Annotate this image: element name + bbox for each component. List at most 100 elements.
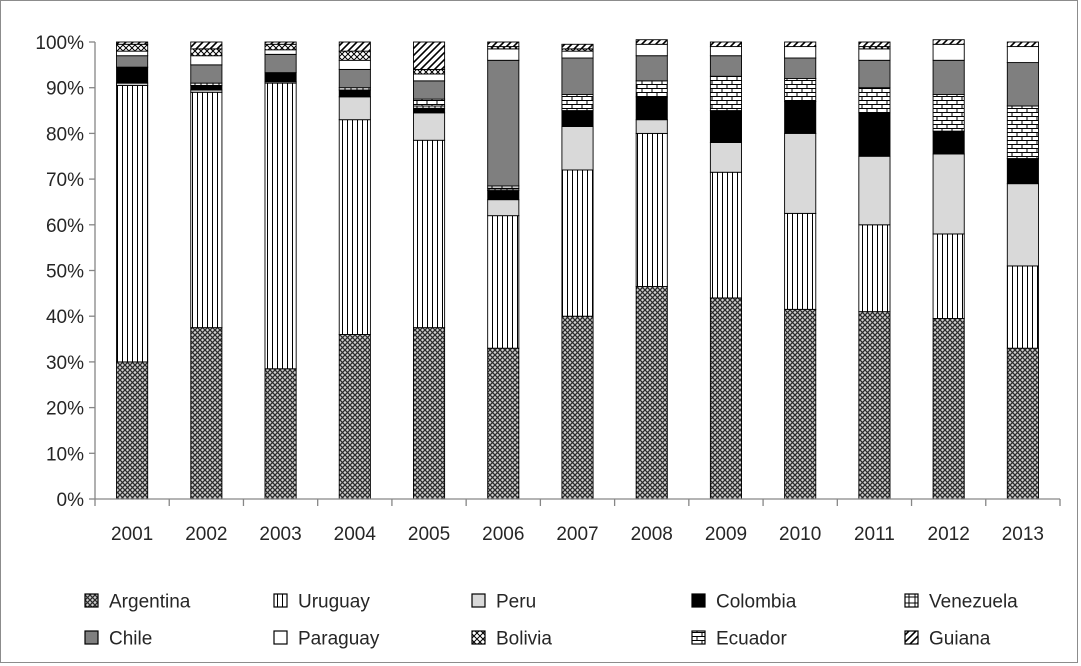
bar-segment-peru-2009 [709, 142, 742, 173]
bar-segment-argentina-2007 [561, 315, 594, 500]
bar-segment-colombia-2005 [413, 107, 446, 114]
bar-stack-2002 [190, 41, 223, 500]
legend-swatch-peru [471, 593, 486, 608]
bar-segment-bolivia-2001 [116, 43, 149, 52]
bar-segment-chile-2012 [932, 59, 965, 96]
bar-segment-bolivia-2003 [264, 43, 297, 51]
x-tick-label-2006: 2006 [482, 524, 524, 545]
legend-label-bolivia: Bolivia [496, 629, 552, 650]
bar-segment-argentina-2006 [487, 347, 520, 500]
y-tick-label-50-: 50% [46, 262, 84, 283]
bar-segment-colombia-2010 [784, 100, 817, 134]
bar-stack-2006 [487, 41, 520, 500]
legend-item-venezuela: Venezuela [904, 592, 1018, 613]
bar-segment-colombia-2006 [487, 190, 520, 201]
x-tick-label-2013: 2013 [1002, 524, 1044, 545]
bar-segment-guiana-2002 [190, 41, 223, 50]
bar-segment-argentina-2008 [635, 286, 668, 500]
bar-segment-guiana-2001 [116, 41, 149, 45]
bar-segment-guiana-2010 [784, 41, 817, 48]
bar-stack-2003 [264, 41, 297, 500]
bar-segment-argentina-2011 [858, 311, 891, 500]
bar-segment-uruguay-2004 [338, 119, 371, 335]
legend-swatch-venezuela [904, 593, 919, 608]
bar-segment-argentina-2005 [413, 327, 446, 500]
bar-segment-bolivia-2005 [413, 68, 446, 75]
bar-segment-chile-2013 [1006, 62, 1039, 107]
legend-swatch-paraguay [273, 630, 288, 645]
bar-segment-argentina-2012 [932, 318, 965, 500]
legend-swatch-colombia [691, 593, 706, 608]
bar-segment-colombia-2009 [709, 110, 742, 143]
bar-stack-2009 [709, 41, 742, 500]
x-tick-label-2009: 2009 [705, 524, 747, 545]
bar-segment-guiana-2011 [858, 41, 891, 48]
bar-segment-ecuador-2008 [635, 80, 668, 98]
legend-label-colombia: Colombia [716, 592, 797, 613]
bar-stack-2005 [413, 41, 446, 500]
y-tick-label-90-: 90% [46, 79, 84, 100]
bar-segment-colombia-2013 [1006, 158, 1039, 185]
legend-swatch-bolivia [471, 630, 486, 645]
bar-segment-chile-2005 [413, 80, 446, 100]
bar-segment-argentina-2002 [190, 327, 223, 500]
bar-segment-paraguay-2012 [932, 43, 965, 61]
bar-segment-uruguay-2013 [1006, 265, 1039, 349]
bar-segment-ecuador-2007 [561, 94, 594, 112]
bar-segment-chile-2010 [784, 57, 817, 80]
bar-segment-uruguay-2006 [487, 215, 520, 349]
bar-stack-2012 [932, 39, 965, 500]
bar-segment-guiana-2004 [338, 41, 371, 52]
y-tick-label-30-: 30% [46, 353, 84, 374]
x-tick-label-2012: 2012 [928, 524, 970, 545]
bar-segment-paraguay-2005 [413, 73, 446, 82]
bar-segment-paraguay-2006 [487, 48, 520, 61]
bar-segment-uruguay-2003 [264, 82, 297, 370]
bar-segment-colombia-2007 [561, 110, 594, 127]
bar-segment-paraguay-2001 [116, 50, 149, 57]
y-tick-label-40-: 40% [46, 307, 84, 328]
legend-swatch-chile [84, 630, 99, 645]
bar-stack-2010 [784, 41, 817, 500]
bar-segment-peru-2004 [338, 96, 371, 121]
bar-segment-guiana-2005 [413, 41, 446, 70]
legend-swatch-argentina [84, 593, 99, 608]
bar-segment-guiana-2012 [932, 39, 965, 45]
bar-stack-2011 [858, 41, 891, 500]
bar-segment-peru-2012 [932, 153, 965, 235]
legend-item-guiana: Guiana [904, 629, 991, 650]
bar-segment-peru-2010 [784, 132, 817, 214]
bar-segment-peru-2006 [487, 199, 520, 217]
bar-segment-uruguay-2001 [116, 84, 149, 363]
bar-segment-ecuador-2013 [1006, 105, 1039, 159]
bar-segment-uruguay-2009 [709, 171, 742, 299]
bar-segment-colombia-2002 [190, 84, 223, 91]
x-tick-label-2010: 2010 [779, 524, 821, 545]
x-tick-label-2001: 2001 [111, 524, 153, 545]
bar-segment-paraguay-2008 [635, 43, 668, 57]
x-axis: 2001 2002 2003 2004 2005 2006 2007 2008 2009 2010… [94, 498, 1061, 545]
legend-item-peru: Peru [471, 592, 536, 613]
y-tick-label-20-: 20% [46, 399, 84, 420]
legend-label-chile: Chile [109, 629, 152, 650]
legend-item-ecuador: Ecuador [691, 629, 787, 650]
bar-segment-peru-2007 [561, 126, 594, 171]
legend-item-uruguay: Uruguay [273, 592, 370, 613]
x-tick-label-2007: 2007 [556, 524, 598, 545]
y-tick-label-70-: 70% [46, 170, 84, 191]
bar-segment-guiana-2008 [635, 39, 668, 45]
bar-segment-ecuador-2011 [858, 87, 891, 114]
bar-segment-guiana-2006 [487, 41, 520, 48]
legend-item-paraguay: Paraguay [273, 629, 380, 650]
bar-segment-argentina-2013 [1006, 347, 1039, 500]
legend-label-peru: Peru [496, 592, 536, 613]
bar-segment-colombia-2001 [116, 66, 149, 84]
bar-segment-chile-2011 [858, 59, 891, 89]
bar-segment-ecuador-2005 [413, 98, 446, 107]
legend-label-guiana: Guiana [929, 629, 991, 650]
bar-segment-chile-2003 [264, 53, 297, 74]
bar-segment-chile-2008 [635, 55, 668, 82]
bar-stack-2008 [635, 39, 668, 500]
bar-segment-uruguay-2005 [413, 139, 446, 329]
